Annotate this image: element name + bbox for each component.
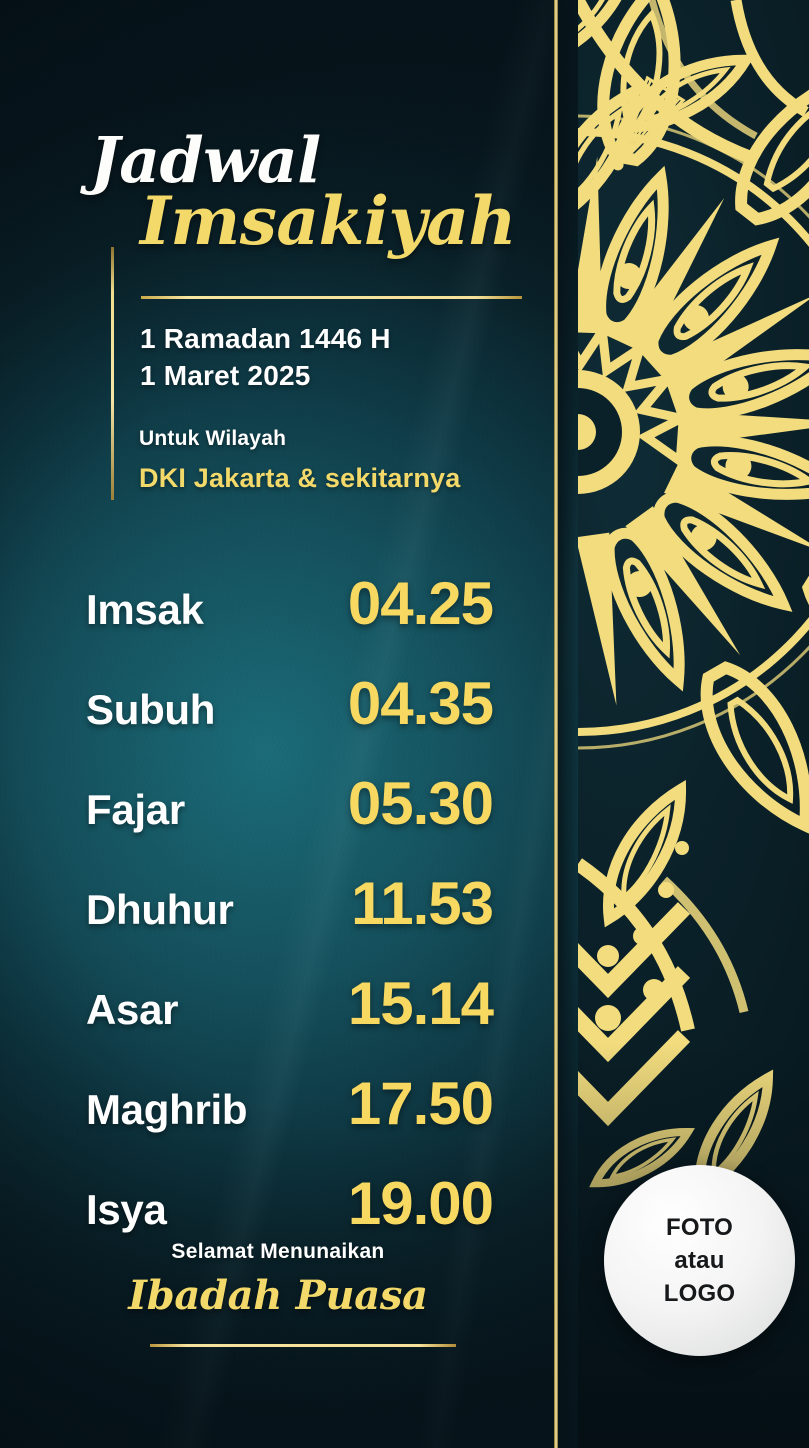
poster-title: Jadwal Imsakiyah (90, 129, 530, 255)
prayer-time: 17.50 (347, 1070, 494, 1137)
logo-line-1: FOTO (665, 1213, 734, 1241)
prayer-name: Dhuhur (86, 886, 234, 933)
date-hijri: 1 Ramadan 1446 H (140, 323, 391, 354)
title-divider-rule (141, 296, 522, 299)
footer-headline: Ibadah Puasa (128, 1272, 428, 1319)
gold-divider-line (554, 0, 558, 1448)
vertical-accent-line (111, 247, 114, 500)
title-line-2: Imsakiyah (140, 182, 517, 260)
prayer-time: 05.30 (347, 770, 494, 837)
prayer-row: Fajar 05.30 (0, 740, 556, 840)
prayer-time: 04.35 (347, 670, 494, 737)
prayer-time: 19.00 (347, 1170, 494, 1237)
logo-line-3: LOGO (663, 1279, 736, 1307)
prayer-time: 11.53 (351, 870, 494, 937)
content-column: Jadwal Imsakiyah 1 Ramadan 1446 H 1 Mare… (0, 129, 556, 1347)
region-name: DKI Jakarta & sekitarnya (139, 463, 461, 493)
prayer-name: Asar (86, 986, 179, 1033)
prayer-time: 15.14 (347, 970, 494, 1037)
prayer-row: Asar 15.14 (0, 940, 556, 1040)
date-block: 1 Ramadan 1446 H 1 Maret 2025 (140, 320, 391, 394)
logo-line-2: atau (674, 1246, 725, 1274)
prayer-row: Isya 19.00 (0, 1140, 556, 1240)
title-line-1: Jadwal (90, 123, 321, 197)
prayer-name: Imsak (86, 586, 204, 633)
prayer-row: Imsak 04.25 (0, 540, 556, 640)
footer-divider-rule (150, 1344, 456, 1347)
prayer-times-list: Imsak 04.25 Subuh 04.35 Fajar 05.30 Dhuh… (0, 540, 556, 1240)
prayer-row: Dhuhur 11.53 (0, 840, 556, 940)
footer-greeting: Selamat Menunaikan (171, 1240, 385, 1263)
region-label: Untuk Wilayah (139, 427, 287, 450)
footer-greeting-block: Selamat Menunaikan Ibadah Puasa (0, 1240, 556, 1319)
prayer-row: Subuh 04.35 (0, 640, 556, 740)
region-block: Untuk Wilayah DKI Jakarta & sekitarnya (139, 427, 460, 494)
logo-placeholder[interactable]: FOTO atau LOGO (604, 1165, 795, 1356)
prayer-name: Maghrib (86, 1086, 248, 1133)
prayer-row: Maghrib 17.50 (0, 1040, 556, 1140)
prayer-name: Subuh (86, 686, 216, 733)
prayer-name: Isya (86, 1186, 167, 1233)
panel-edge-shadow (558, 0, 578, 1448)
prayer-name: Fajar (86, 786, 185, 833)
date-gregorian: 1 Maret 2025 (140, 360, 311, 392)
prayer-time: 04.25 (347, 570, 494, 637)
